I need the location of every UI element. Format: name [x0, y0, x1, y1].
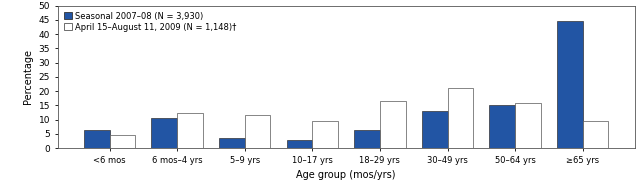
Bar [219, 138, 245, 148]
Bar [354, 130, 380, 148]
Bar [245, 115, 271, 148]
Bar [557, 21, 583, 148]
Bar [515, 103, 541, 148]
Bar [490, 105, 515, 148]
Legend: Seasonal 2007–08 (N = 3,930), April 15–August 11, 2009 (N = 1,148)†: Seasonal 2007–08 (N = 3,930), April 15–A… [62, 10, 238, 33]
Bar [177, 112, 203, 148]
Y-axis label: Percentage: Percentage [23, 49, 33, 104]
Bar [380, 101, 406, 148]
Bar [287, 140, 312, 148]
Bar [422, 111, 447, 148]
Bar [447, 88, 473, 148]
X-axis label: Age group (mos/yrs): Age group (mos/yrs) [296, 170, 396, 180]
Bar [583, 121, 608, 148]
Bar [151, 118, 177, 148]
Bar [84, 130, 110, 148]
Bar [110, 135, 135, 148]
Bar [312, 121, 338, 148]
